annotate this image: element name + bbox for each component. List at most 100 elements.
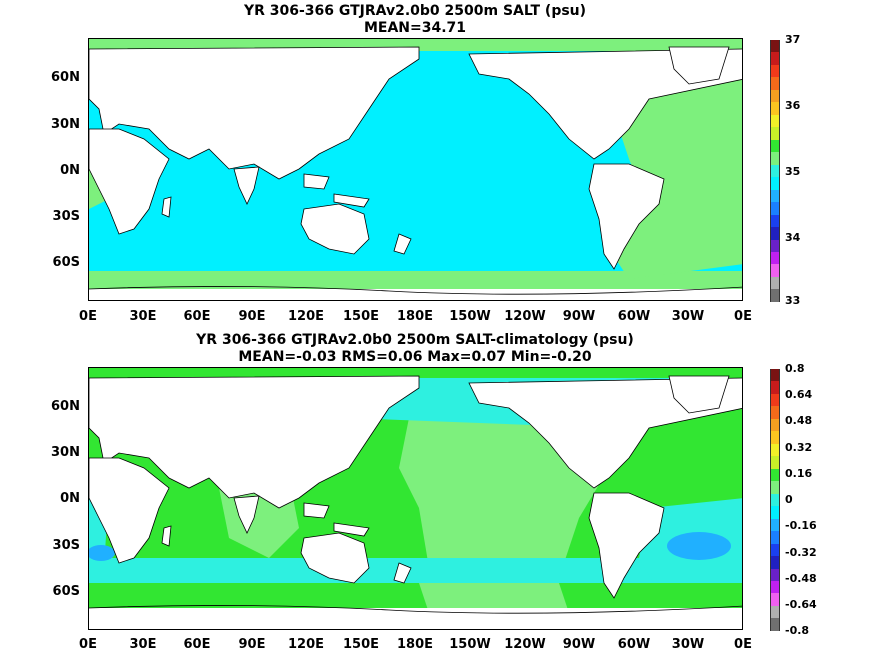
colorbar-swatch [770,289,780,302]
bottom-lat-label: 30N [51,445,80,460]
colorbar-swatch [770,152,780,165]
top-lon-label: 30E [129,309,157,324]
colorbar-swatch [770,202,780,215]
colorbar-swatch [770,418,780,432]
bottom-lon-label: 60W [617,637,651,652]
colorbar-swatch [770,214,780,228]
colorbar-swatch [770,568,780,581]
top-lon-label: 90W [562,309,596,324]
colorbar-swatch [770,431,780,444]
bottom-colorbar-label: -0.32 [785,546,817,559]
bottom-colorbar [770,369,780,631]
top-title-line1: YR 306-366 GTJRAv2.0b0 2500m SALT (psu) [243,3,587,19]
colorbar-swatch [770,468,780,482]
top-colorbar-label: 34 [785,231,801,244]
colorbar-swatch [770,580,780,594]
top-colorbar [770,40,780,302]
top-colorbar-label: 35 [785,165,801,178]
top-lon-label: 180E [396,309,434,324]
top-lon-label: 60W [617,309,651,324]
bottom-lat-label: 30S [52,538,80,553]
top-lon-label: 0E [79,309,97,324]
bottom-colorbar-label: 0.32 [785,441,813,454]
top-colorbar-label: 33 [785,294,801,307]
colorbar-swatch [770,177,780,190]
bottom-lon-label: 150E [342,637,380,652]
top-lon-label: 120E [287,309,325,324]
top-map [88,38,743,301]
colorbar-swatch [770,605,780,619]
bottom-colorbar-label: 0.64 [785,388,813,401]
colorbar-swatch [770,77,780,90]
colorbar-swatch [770,114,780,128]
colorbar-swatch [770,506,780,519]
colorbar-swatch [770,251,780,265]
colorbar-swatch [770,64,780,78]
top-lat-label: 60N [51,70,80,85]
colorbar-swatch [770,264,780,277]
bottom-map [88,367,743,630]
colorbar-swatch [770,239,780,252]
bottom-lat-label: 60N [51,399,80,414]
bottom-colorbar-label: -0.16 [785,519,817,532]
colorbar-swatch [770,40,780,53]
colorbar-swatch [770,593,780,606]
colorbar-swatch [770,518,780,532]
top-lon-label: 0E [734,309,752,324]
colorbar-swatch [770,393,780,407]
bottom-title-line1: YR 306-366 GTJRAv2.0b0 2500m SALT-climat… [196,332,634,348]
bottom-lat-label: 0N [60,491,80,506]
colorbar-swatch [770,276,780,290]
bottom-lon-label: 90E [238,637,266,652]
top-lat-label: 30S [52,209,80,224]
bottom-lat-label: 60S [52,584,80,599]
colorbar-swatch [770,189,780,203]
top-lon-label: 120W [504,309,546,324]
colorbar-swatch [770,164,780,178]
colorbar-swatch [770,618,780,631]
colorbar-swatch [770,127,780,140]
top-lon-label: 90E [238,309,266,324]
colorbar-swatch [770,139,780,153]
colorbar-swatch [770,227,780,240]
colorbar-swatch [770,381,780,394]
bottom-lon-label: 120W [504,637,546,652]
colorbar-swatch [770,481,780,494]
colorbar-swatch [770,369,780,382]
colorbar-swatch [770,52,780,65]
bottom-lon-label: 0E [734,637,752,652]
top-lat-label: 30N [51,117,80,132]
bottom-colorbar-label: 0.16 [785,467,813,480]
top-lat-label: 60S [52,255,80,270]
bottom-lon-label: 60E [183,637,211,652]
bottom-title-line2: MEAN=-0.03 RMS=0.06 Max=0.07 Min=-0.20 [238,349,592,365]
bottom-lon-label: 120E [287,637,325,652]
top-lon-label: 30W [671,309,705,324]
top-colorbar-label: 36 [785,99,801,112]
colorbar-swatch [770,443,780,457]
bottom-lon-label: 180E [396,637,434,652]
top-lat-label: 0N [60,163,80,178]
bottom-colorbar-label: -0.48 [785,572,817,585]
bottom-lon-label: 0E [79,637,97,652]
top-colorbar-label: 37 [785,33,801,46]
top-title-line2: MEAN=34.71 [363,20,467,36]
colorbar-swatch [770,543,780,557]
bottom-colorbar-label: 0.8 [785,362,805,375]
bottom-colorbar-label: -0.64 [785,598,817,611]
colorbar-swatch [770,406,780,419]
colorbar-swatch [770,89,780,103]
bottom-lon-label: 90W [562,637,596,652]
top-lon-label: 150E [342,309,380,324]
bottom-lon-label: 30E [129,637,157,652]
colorbar-swatch [770,102,780,115]
bottom-lon-label: 150W [449,637,491,652]
colorbar-swatch [770,456,780,469]
bottom-colorbar-label: 0 [785,493,793,506]
colorbar-swatch [770,531,780,544]
bottom-lon-label: 30W [671,637,705,652]
bottom-colorbar-label: -0.8 [785,624,810,637]
top-lon-label: 60E [183,309,211,324]
top-lon-label: 150W [449,309,491,324]
bottom-colorbar-label: 0.48 [785,414,813,427]
